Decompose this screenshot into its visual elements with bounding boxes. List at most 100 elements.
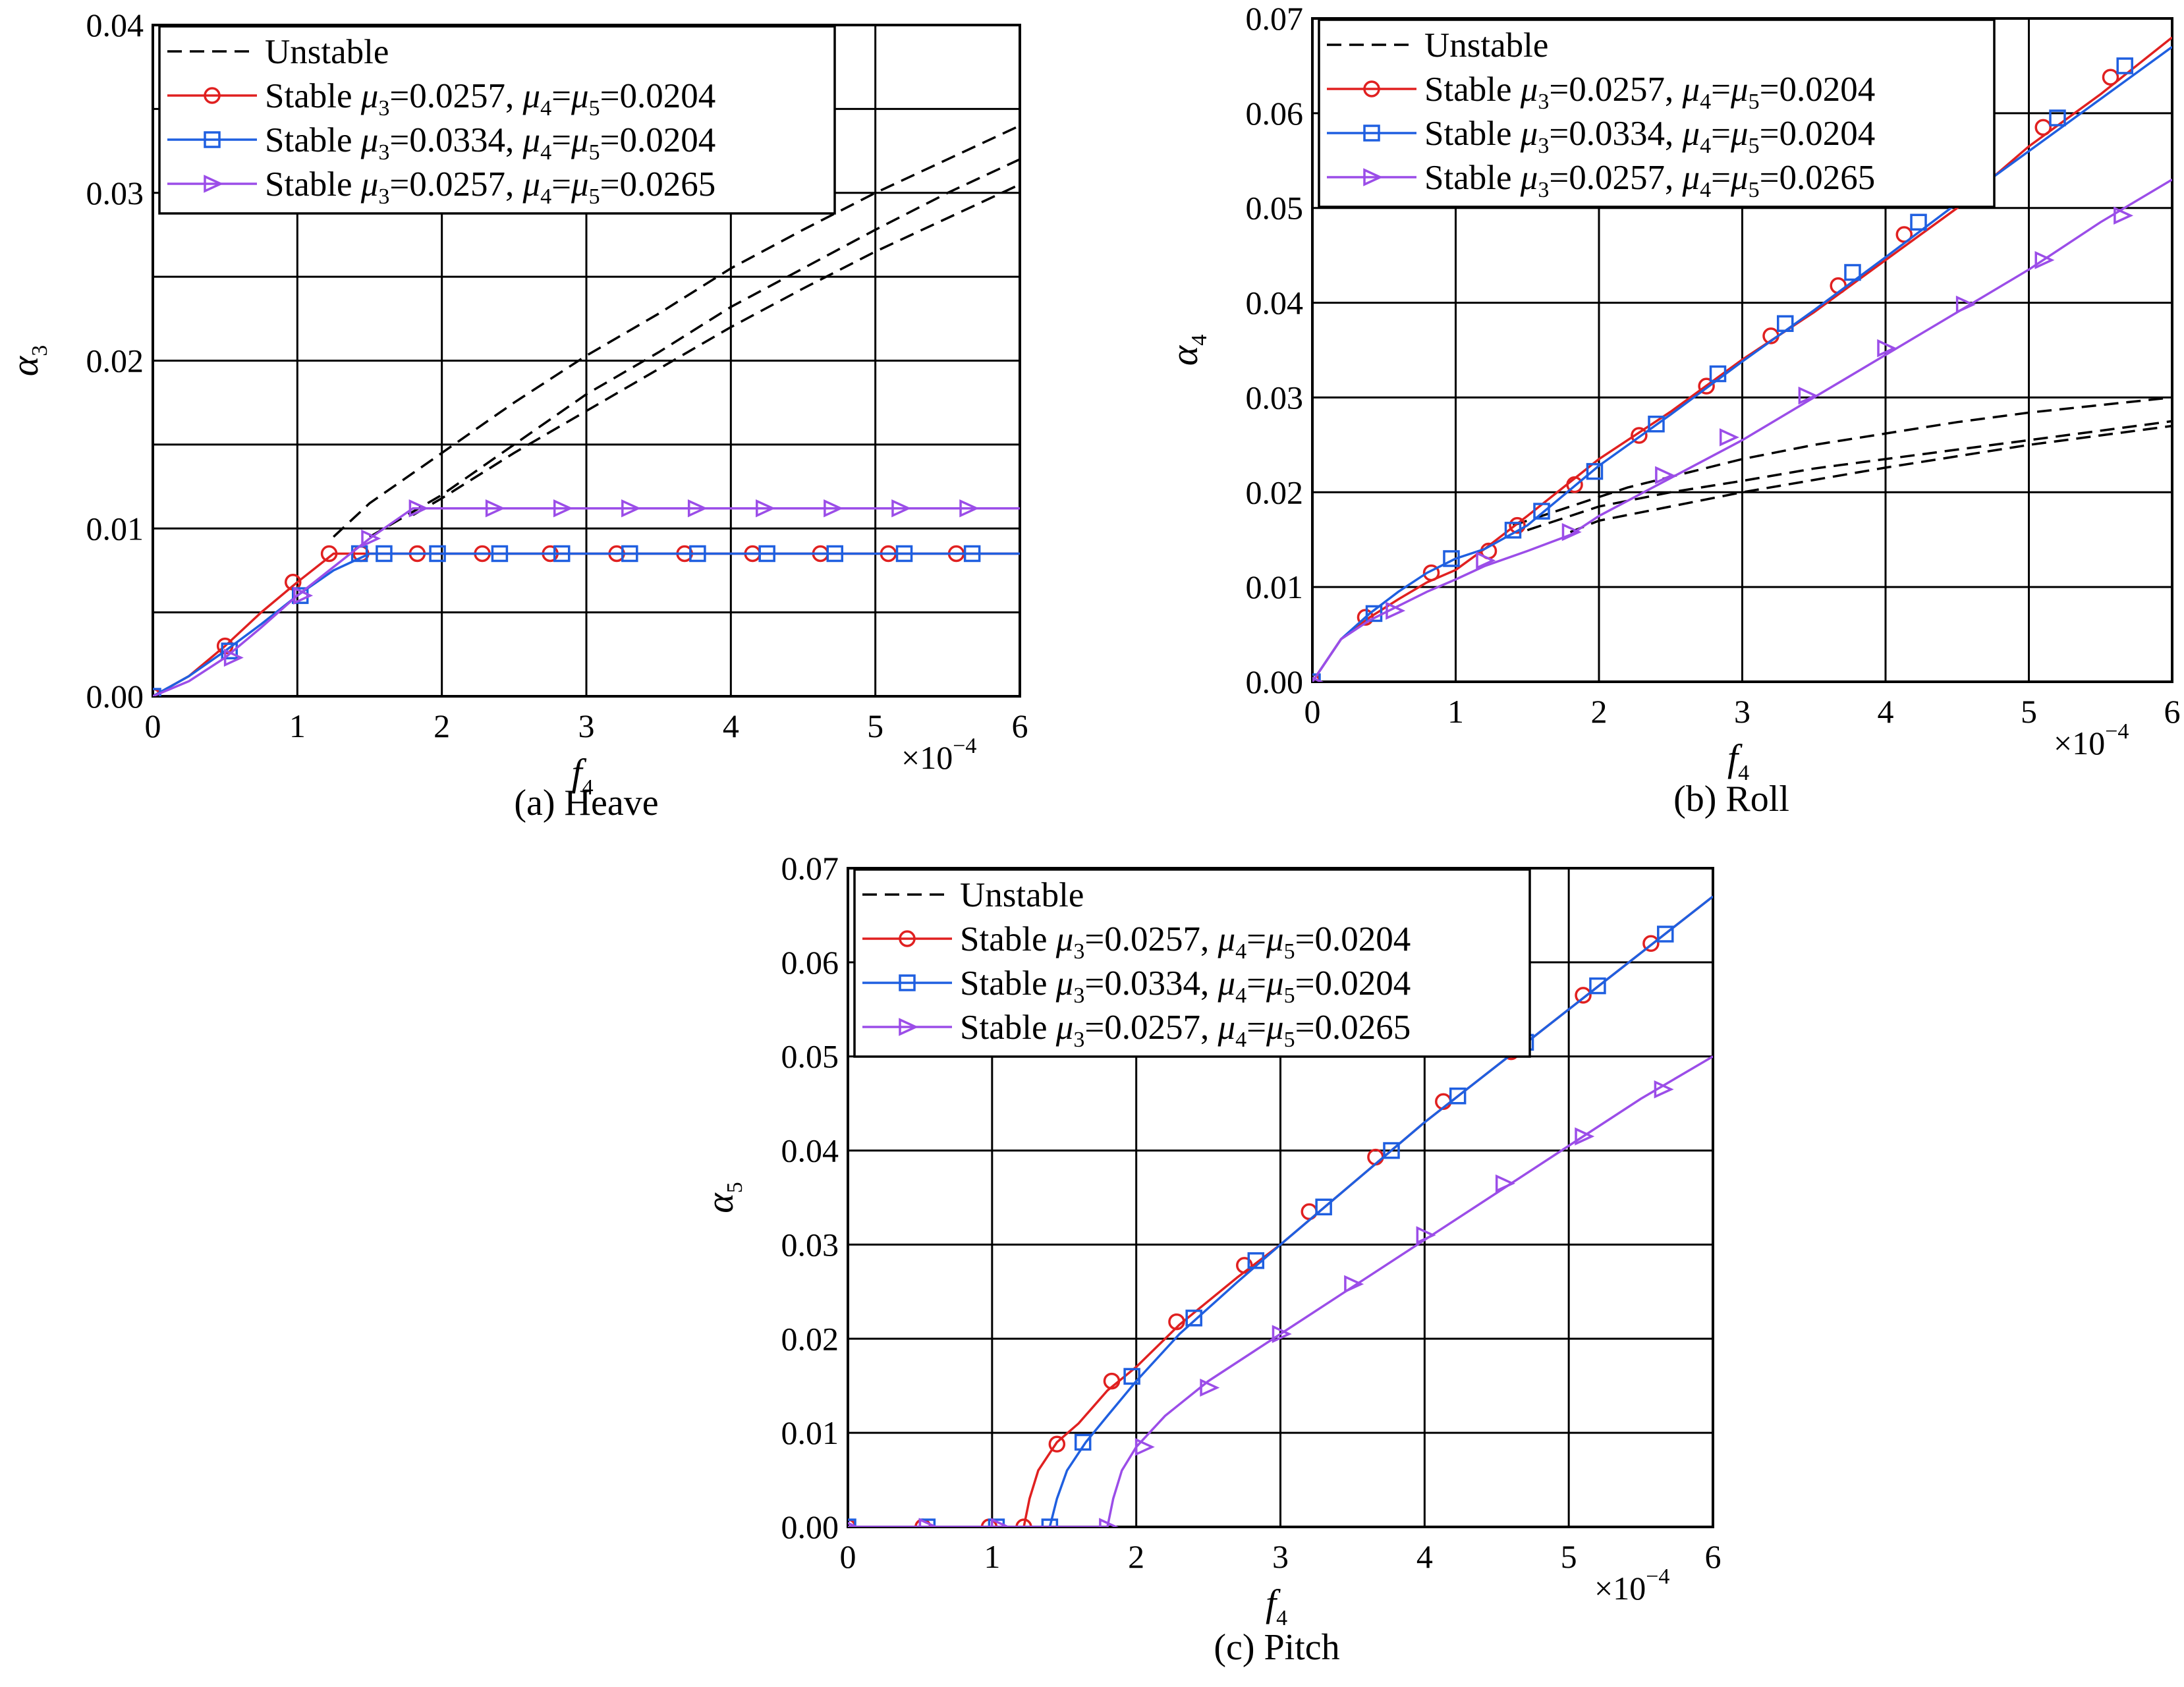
data-point-marker bbox=[963, 545, 981, 563]
plot-frame bbox=[847, 867, 1714, 1528]
legend-box bbox=[853, 868, 1531, 1058]
x-tick-label: 6 bbox=[1705, 1538, 1722, 1575]
y-tick-label: 0.06 bbox=[1246, 95, 1304, 132]
data-point-marker bbox=[1015, 1518, 1032, 1527]
x-tick-label: 5 bbox=[2021, 693, 2037, 730]
data-point-marker bbox=[687, 499, 708, 518]
data-point-marker bbox=[1386, 601, 1406, 620]
legend-entry-text: Stable μ3=0.0334, μ4=μ5=0.0204 bbox=[1424, 115, 1875, 158]
data-point-marker bbox=[1315, 1198, 1332, 1216]
data-point-marker bbox=[1099, 1518, 1119, 1527]
data-point-marker bbox=[1367, 1148, 1384, 1166]
x-tick-label: 0 bbox=[840, 1538, 856, 1575]
x-tick-label: 1 bbox=[1447, 693, 1464, 730]
y-tick-label: 0.03 bbox=[781, 1226, 839, 1263]
unstable-curve-2 bbox=[1569, 424, 2172, 534]
data-point-marker bbox=[1449, 1087, 1467, 1105]
data-point-marker bbox=[1631, 427, 1648, 444]
data-point-marker bbox=[1041, 1518, 1059, 1527]
data-point-marker bbox=[1123, 1368, 1140, 1385]
y-tick-label: 0.04 bbox=[781, 1132, 839, 1169]
data-point-marker bbox=[1575, 987, 1592, 1004]
data-point-marker bbox=[959, 499, 980, 518]
data-point-marker bbox=[758, 545, 775, 563]
y-tick-label: 0.05 bbox=[781, 1038, 839, 1075]
x-tick-label: 3 bbox=[1734, 693, 1750, 730]
data-point-marker bbox=[1344, 1275, 1364, 1294]
data-point-marker bbox=[2102, 69, 2119, 86]
y-tick-label: 0.01 bbox=[86, 510, 144, 547]
plot-frame bbox=[152, 24, 1021, 698]
data-point-marker bbox=[1236, 1257, 1253, 1274]
data-point-marker bbox=[1416, 1226, 1436, 1244]
data-point-marker bbox=[553, 499, 573, 518]
legend-entry-text: Stable μ3=0.0257, μ4=μ5=0.0265 bbox=[960, 1009, 1411, 1052]
panel-caption: (b) Roll bbox=[1673, 779, 1789, 819]
data-point-marker bbox=[918, 1518, 939, 1527]
data-point-marker bbox=[891, 499, 912, 518]
series-group bbox=[848, 895, 1713, 1527]
data-point-marker bbox=[1383, 1142, 1400, 1159]
data-point-marker bbox=[1844, 263, 1861, 281]
data-point-marker bbox=[991, 1518, 1011, 1527]
x-tick-label: 1 bbox=[984, 1538, 1000, 1575]
data-point-marker bbox=[429, 545, 446, 563]
data-point-marker bbox=[1168, 1313, 1185, 1331]
unstable-curve-0 bbox=[1512, 396, 2172, 527]
stable-curve-2 bbox=[848, 1055, 1713, 1527]
y-axis-label: α4 bbox=[1163, 335, 1212, 366]
legend-entry-text: Unstable bbox=[960, 876, 1084, 914]
data-point-marker bbox=[1648, 415, 1665, 433]
data-point-marker bbox=[895, 545, 913, 563]
legend-entry-text: Stable μ3=0.0257, μ4=μ5=0.0265 bbox=[265, 165, 715, 209]
data-point-marker bbox=[1655, 466, 1675, 485]
y-tick-label: 0.01 bbox=[1246, 568, 1304, 605]
data-point-marker bbox=[1654, 1080, 1674, 1099]
data-point-marker bbox=[1561, 522, 1582, 541]
unstable-curve-1 bbox=[1526, 420, 2172, 532]
data-point-marker bbox=[1657, 926, 1674, 943]
data-point-marker bbox=[2116, 57, 2133, 74]
x-tick-label: 1 bbox=[289, 707, 306, 744]
x-tick-label: 4 bbox=[1416, 1538, 1433, 1575]
data-point-marker bbox=[918, 1518, 936, 1527]
data-point-marker bbox=[1312, 677, 1324, 682]
y-tick-label: 0.02 bbox=[86, 343, 144, 379]
y-tick-label: 0.00 bbox=[781, 1508, 839, 1545]
data-point-marker bbox=[1586, 462, 1604, 480]
data-point-marker bbox=[1777, 315, 1794, 332]
legend-entry-text: Stable μ3=0.0334, μ4=μ5=0.0204 bbox=[265, 121, 715, 165]
x-tick-label: 4 bbox=[1878, 693, 1894, 730]
legend-marker bbox=[899, 974, 916, 991]
data-point-marker bbox=[1272, 1325, 1292, 1343]
data-point-marker bbox=[1877, 339, 1897, 358]
data-point-marker bbox=[1074, 1433, 1092, 1451]
data-point-marker bbox=[223, 648, 244, 667]
data-point-marker bbox=[756, 499, 775, 518]
panel-caption: (c) Pitch bbox=[1214, 1627, 1339, 1668]
series-group bbox=[1312, 36, 2172, 682]
x-axis-label: f4 bbox=[1266, 1582, 1287, 1630]
data-point-marker bbox=[1642, 935, 1660, 953]
data-point-marker bbox=[2114, 206, 2134, 225]
data-point-marker bbox=[408, 499, 429, 518]
data-point-marker bbox=[2049, 109, 2066, 126]
data-point-marker bbox=[553, 545, 571, 563]
chart-panel-1: 0 1 2 3 4 5 60.000.010.020.030.04×10−4f4α3(a) … bbox=[3, 7, 1028, 823]
x-tick-label: 2 bbox=[1591, 693, 1608, 730]
legend-entry-text: Stable μ3=0.0334, μ4=μ5=0.0204 bbox=[960, 964, 1411, 1008]
data-point-marker bbox=[1798, 386, 1818, 405]
y-axis-label: α3 bbox=[3, 345, 52, 376]
x-tick-label: 6 bbox=[2164, 693, 2181, 730]
data-point-marker bbox=[1955, 295, 1976, 314]
data-point-marker bbox=[1134, 1437, 1155, 1456]
data-point-marker bbox=[1566, 476, 1583, 493]
y-axis-label: α5 bbox=[698, 1182, 747, 1213]
data-point-marker bbox=[293, 586, 314, 605]
legend-marker bbox=[1363, 124, 1380, 142]
data-point-marker bbox=[1709, 365, 1727, 383]
y-tick-label: 0.02 bbox=[1246, 474, 1304, 511]
